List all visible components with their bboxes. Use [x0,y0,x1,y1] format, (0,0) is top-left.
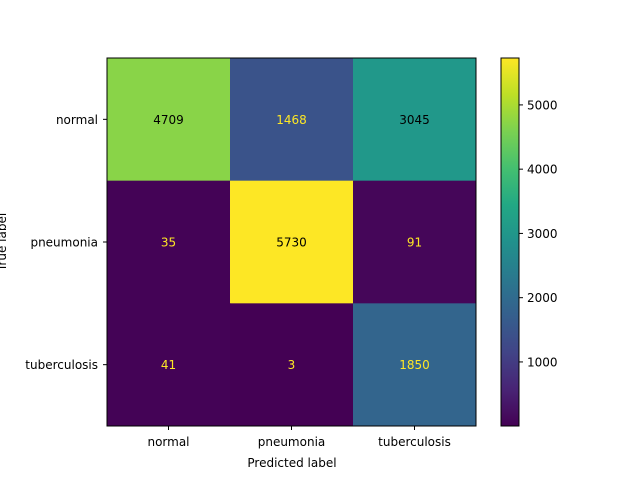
y-axis-label: True label [0,213,9,272]
colorbar-ticks: 1000 2000 3000 4000 5000 [519,98,558,369]
colorbar-tick-label: 5000 [527,98,558,112]
cell-value-label: 3045 [399,113,430,127]
matrix-cell [353,303,477,427]
matrix-cell [107,58,231,182]
cell-value-label: 35 [161,236,176,250]
matrix-cells: 4709 1468 3045 35 5730 91 41 3 1850 [107,58,477,427]
x-axis-label: Predicted label [247,456,336,470]
x-tick-label: tuberculosis [378,435,451,449]
matrix-cell [230,180,354,304]
cell-value-label: 1468 [276,113,307,127]
x-tick-label: pneumonia [258,435,326,449]
cell-value-label: 91 [407,236,422,250]
y-tick-label: tuberculosis [25,358,98,372]
y-tick-label: normal [56,113,98,127]
matrix-cell [107,180,231,304]
matrix-cell [230,58,354,182]
cell-value-label: 3 [288,358,296,372]
matrix-cell [107,303,231,427]
y-tick-label: pneumonia [30,236,98,250]
colorbar-tick-label: 4000 [527,163,558,177]
x-tick-label: normal [147,435,189,449]
colorbar-tick-label: 2000 [527,291,558,305]
matrix-cell [353,180,477,304]
matrix-cell [353,58,477,182]
matrix-cell [230,303,354,427]
colorbar-tick-label: 3000 [527,227,558,241]
cell-value-label: 1850 [399,358,430,372]
axes: normal pneumonia tuberculosis normal pneumon… [25,113,451,449]
colorbar-tick-label: 1000 [527,355,558,369]
cell-value-label: 5730 [276,236,307,250]
cell-value-label: 4709 [153,113,184,127]
colorbar [500,57,520,427]
cell-value-label: 41 [161,358,176,372]
